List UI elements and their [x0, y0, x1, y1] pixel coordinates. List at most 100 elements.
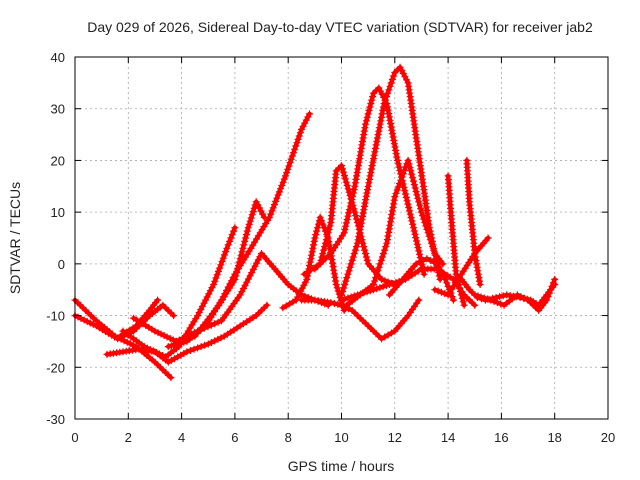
data-point: [417, 205, 425, 213]
data-point: [386, 82, 394, 90]
data-point: [353, 215, 361, 223]
data-point: [243, 278, 251, 286]
data-point: [343, 216, 351, 223]
data-point: [471, 301, 479, 309]
data-point: [323, 232, 331, 240]
data-point: [205, 290, 213, 298]
data-point: [513, 291, 521, 299]
data-point: [452, 270, 460, 278]
data-point: [149, 347, 157, 355]
data-point: [434, 287, 442, 295]
x-tick-label: 20: [601, 430, 615, 445]
data-point: [266, 213, 273, 221]
data-point: [381, 277, 389, 285]
data-point: [293, 139, 301, 147]
data-point: [310, 237, 318, 245]
data-point: [416, 250, 423, 258]
data-point: [457, 287, 464, 295]
data-point: [392, 189, 400, 197]
data-point: [311, 234, 319, 242]
data-point: [402, 190, 409, 198]
data-point: [375, 84, 383, 92]
data-point: [314, 224, 321, 232]
data-point: [339, 165, 346, 173]
data-point: [351, 246, 359, 254]
data-point: [380, 100, 388, 107]
data-point: [368, 162, 376, 170]
data-point: [211, 337, 219, 345]
data-point: [419, 212, 427, 220]
data-point: [344, 270, 352, 278]
data-point: [206, 287, 214, 295]
data-point: [401, 187, 409, 195]
data-point: [217, 261, 225, 269]
data-point: [458, 294, 466, 302]
data-point: [211, 277, 219, 285]
data-point: [348, 196, 356, 204]
data-point: [191, 329, 198, 337]
data-point: [438, 269, 446, 277]
data-point: [200, 299, 208, 307]
data-point: [388, 130, 396, 138]
data-point: [80, 316, 88, 324]
data-point: [342, 219, 350, 227]
data-point: [471, 291, 479, 299]
data-point: [376, 87, 384, 95]
data-point: [283, 169, 291, 177]
data-point: [372, 274, 380, 282]
data-point: [401, 166, 408, 174]
y-tick-label: 20: [51, 153, 65, 168]
data-point: [327, 299, 335, 307]
data-point: [167, 342, 175, 350]
data-point: [459, 298, 467, 306]
data-point: [202, 296, 210, 304]
data-point: [406, 210, 414, 218]
data-point: [223, 286, 231, 294]
data-point: [435, 263, 443, 271]
data-point: [211, 320, 219, 328]
data-point: [226, 280, 234, 288]
data-point: [351, 208, 359, 216]
data-point: [443, 279, 451, 287]
data-point: [456, 284, 464, 292]
data-point: [412, 188, 420, 195]
data-point: [359, 209, 367, 217]
data-point: [376, 120, 384, 128]
data-point: [154, 329, 162, 337]
data-point: [308, 248, 316, 256]
series-sat-d: [116, 296, 162, 340]
data-point: [441, 275, 449, 283]
data-point: [543, 296, 551, 304]
data-point: [288, 152, 296, 160]
data-point: [377, 117, 385, 125]
data-point: [373, 270, 381, 278]
data-point: [180, 350, 188, 357]
data-point: [437, 288, 445, 296]
data-point: [231, 224, 239, 232]
data-point: [214, 335, 222, 343]
data-point: [341, 281, 349, 288]
data-point: [360, 289, 368, 297]
data-point: [382, 282, 390, 290]
data-point: [393, 186, 401, 194]
data-point: [221, 290, 229, 298]
data-point: [259, 210, 267, 218]
data-point: [320, 224, 328, 232]
data-point: [340, 172, 348, 180]
data-point: [416, 258, 424, 266]
data-point: [425, 232, 433, 240]
data-point: [213, 271, 221, 279]
data-point: [89, 320, 97, 328]
data-point: [341, 226, 349, 233]
data-point: [474, 292, 482, 300]
data-point: [517, 293, 525, 301]
data-point: [282, 172, 289, 180]
data-point: [431, 286, 439, 294]
data-point: [376, 260, 384, 268]
data-point: [316, 213, 324, 221]
data-point: [177, 351, 185, 359]
data-point: [338, 162, 345, 170]
data-point: [360, 243, 368, 251]
data-point: [366, 172, 374, 180]
data-point: [411, 230, 419, 238]
